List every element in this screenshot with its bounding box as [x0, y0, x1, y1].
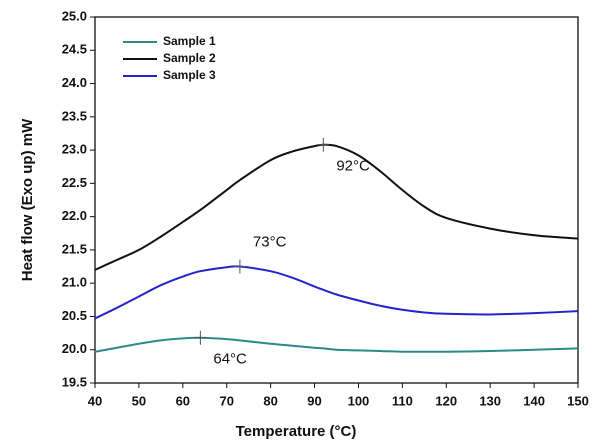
y-tick-label: 23.0 — [62, 142, 87, 157]
x-tick-label: 120 — [435, 393, 457, 408]
y-tick-label: 24.5 — [62, 42, 87, 57]
y-tick-label: 24.0 — [62, 75, 87, 90]
x-tick-label: 100 — [348, 393, 370, 408]
peak-marker — [233, 259, 246, 274]
y-tick-label: 25.0 — [62, 8, 87, 23]
y-tick-label: 21.0 — [62, 275, 87, 290]
y-axis-label: Heat flow (Exo up) mW — [19, 118, 36, 281]
annotation: 64°C — [213, 351, 247, 368]
legend-label: Sample 2 — [163, 51, 216, 65]
y-tick-label: 19.5 — [62, 374, 87, 389]
y-tick-label: 22.0 — [62, 208, 87, 223]
data-line — [94, 265, 579, 320]
peak-marker — [317, 137, 330, 152]
y-tick-label: 20.0 — [62, 341, 87, 356]
data-line — [94, 143, 579, 271]
data-line — [94, 336, 579, 353]
annotation: 73°C — [253, 234, 287, 251]
y-tick-label: 21.5 — [62, 241, 87, 256]
x-axis-label: Temperature (°C) — [236, 423, 357, 440]
annotation: 92°C — [336, 158, 370, 175]
plot-frame — [94, 16, 579, 384]
x-tick-label: 110 — [392, 393, 413, 408]
x-tick-label: 70 — [219, 393, 233, 408]
x-tick-label: 50 — [132, 393, 146, 408]
x-tick-label: 130 — [479, 393, 501, 408]
x-tick-label: 140 — [523, 393, 545, 408]
y-tick-label: 20.5 — [62, 308, 87, 323]
x-tick-label: 40 — [88, 393, 102, 408]
y-tick-label: 23.5 — [62, 108, 87, 123]
legend-label: Sample 1 — [163, 34, 216, 48]
y-tick-label: 22.5 — [62, 175, 87, 190]
x-tick-label: 80 — [263, 393, 277, 408]
x-tick-label: 90 — [307, 393, 321, 408]
x-tick-label: 60 — [176, 393, 190, 408]
legend-label: Sample 3 — [163, 68, 216, 82]
x-tick-label: 150 — [567, 393, 589, 408]
peak-marker — [194, 330, 207, 345]
